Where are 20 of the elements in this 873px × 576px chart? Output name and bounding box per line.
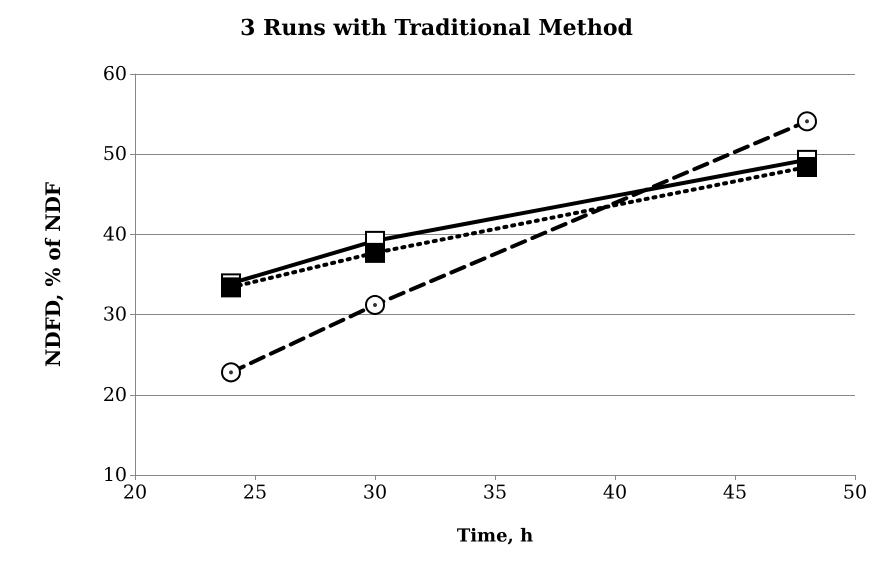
point bbox=[365, 294, 385, 315]
point bbox=[797, 157, 817, 178]
chart-title: 3 Runs with Traditional Method bbox=[240, 15, 633, 41]
x-tick-label: 35 bbox=[482, 482, 508, 504]
point bbox=[221, 277, 241, 298]
y-tick-label: 20 bbox=[102, 384, 127, 406]
x-tick-label: 30 bbox=[362, 482, 388, 504]
y-tick-label: 30 bbox=[102, 304, 127, 326]
y-tick-label: 50 bbox=[102, 143, 127, 166]
x-tick-label: 50 bbox=[842, 482, 868, 504]
point bbox=[221, 362, 241, 382]
point bbox=[797, 111, 817, 132]
y-axis-title: NDFD, % of NDF bbox=[41, 182, 65, 368]
x-tick-label: 25 bbox=[242, 482, 268, 504]
x-tick-label: 40 bbox=[602, 482, 628, 504]
x-axis-title: Time, h bbox=[456, 526, 534, 546]
point bbox=[365, 242, 385, 263]
y-tick-label: 60 bbox=[102, 63, 127, 85]
y-tick-label: 40 bbox=[102, 223, 127, 246]
x-tick-label: 45 bbox=[722, 482, 748, 504]
